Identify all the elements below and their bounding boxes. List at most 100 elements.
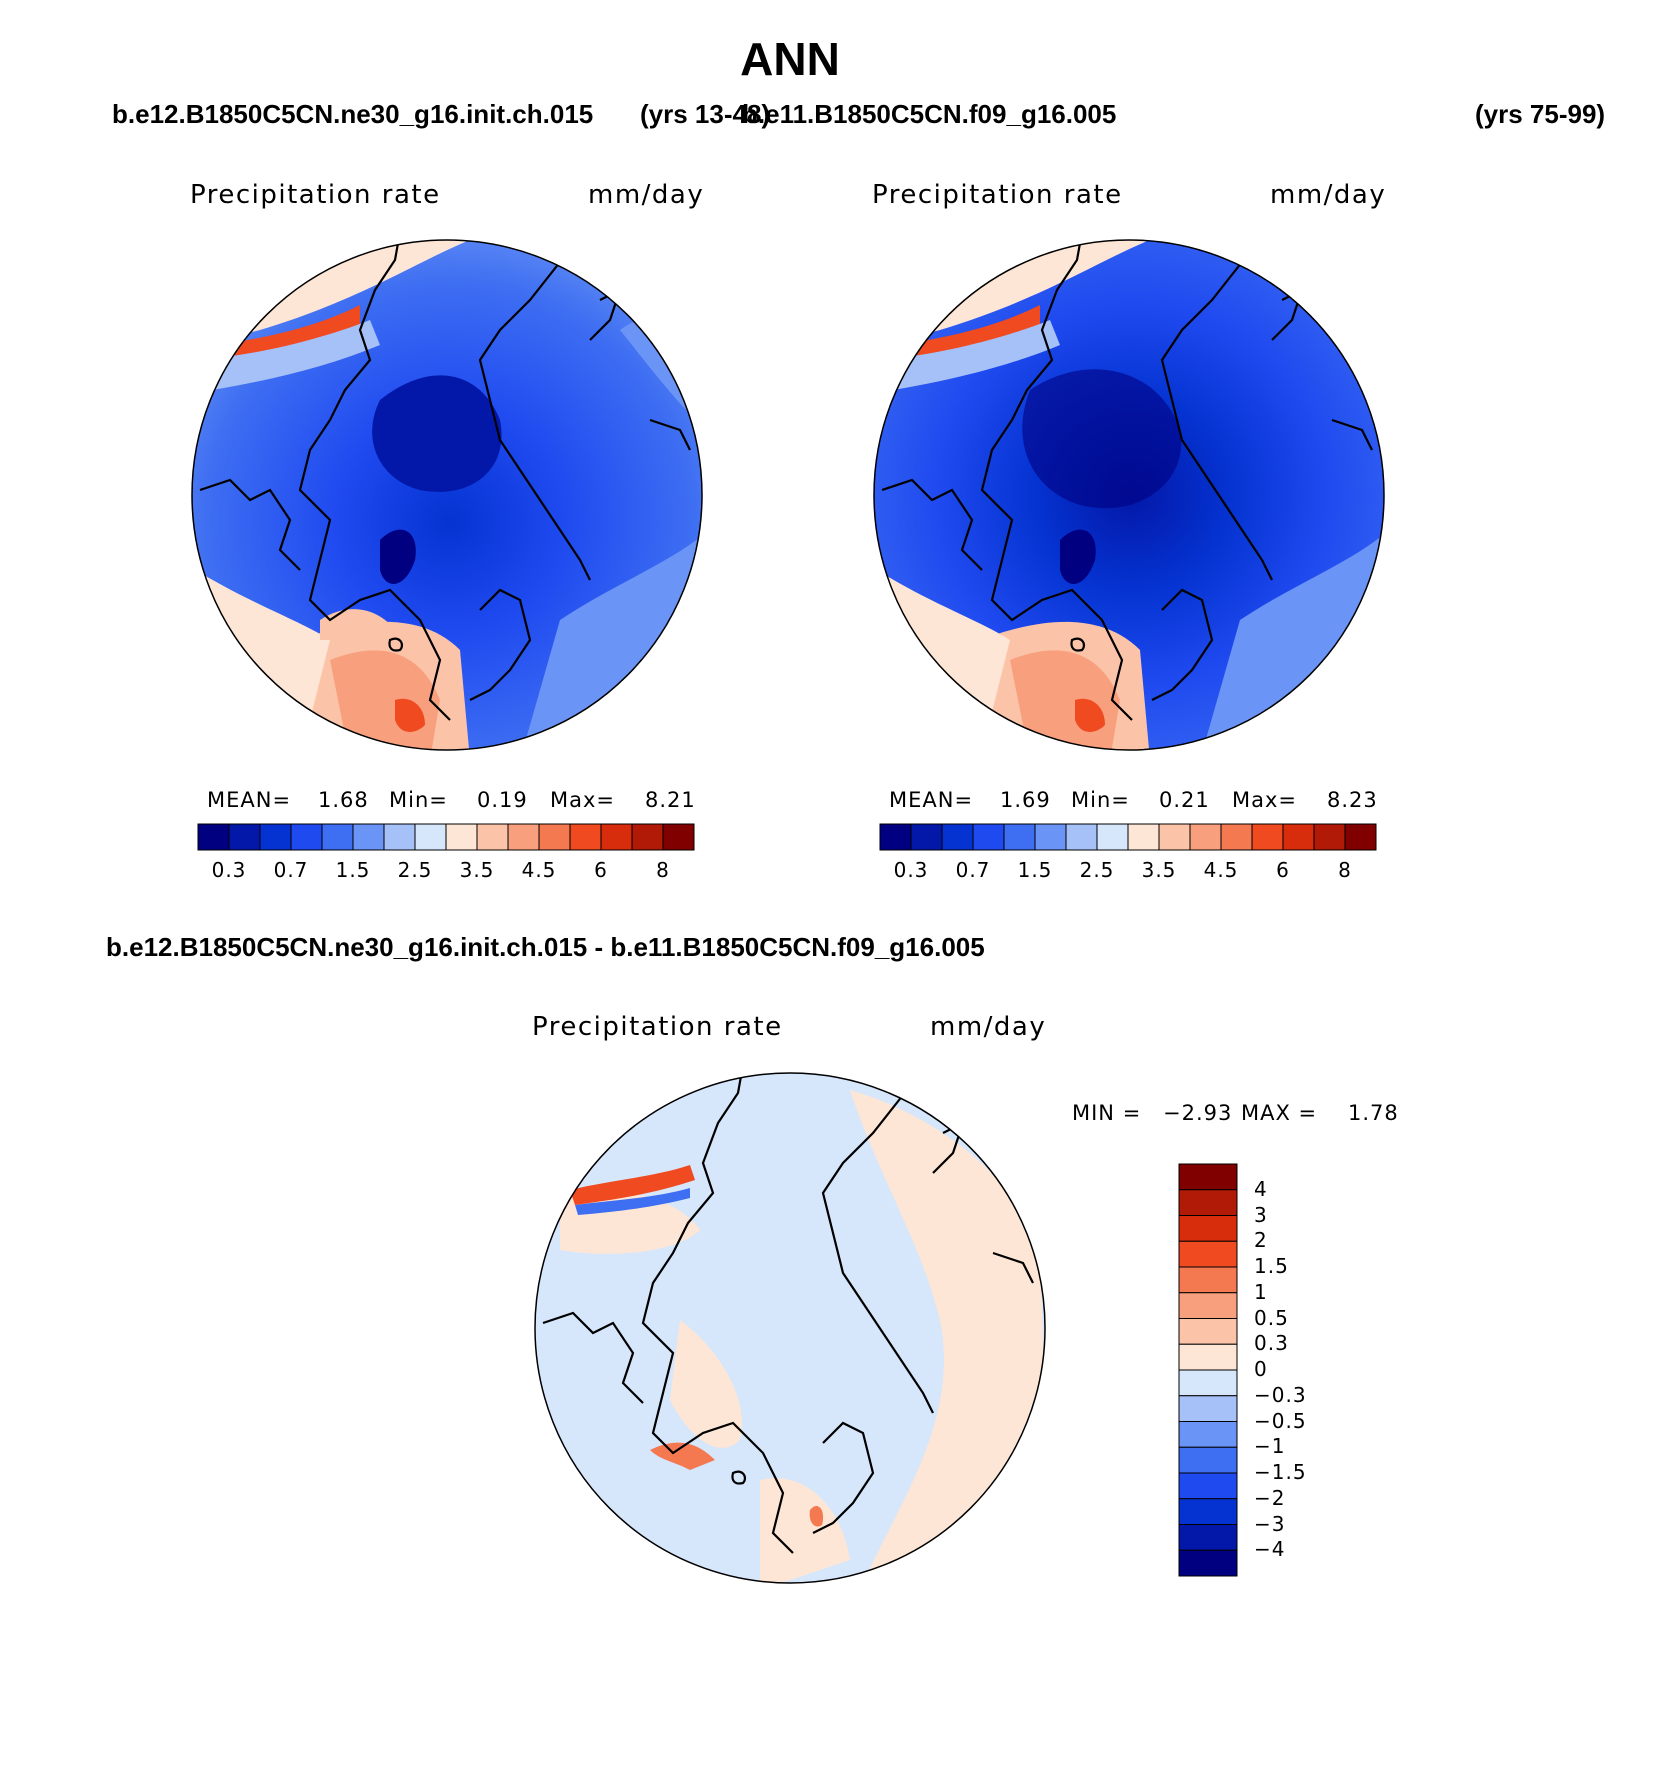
colorbar-tick-label: 6: [1276, 858, 1290, 882]
colorbar-swatch: [1178, 1292, 1238, 1319]
case-right-name: b.e11.B1850C5CN.f09_g16.005: [742, 99, 1117, 129]
colorbar-swatch: [259, 823, 292, 851]
panel3-min-value: −2.93: [1163, 1101, 1233, 1125]
colorbar-swatch: [1178, 1549, 1238, 1577]
colorbar-tick-label: 8: [1338, 858, 1352, 882]
colorbar-swatch: [1003, 823, 1036, 851]
colorbar-tick-label: 0.3: [893, 858, 929, 882]
colorbar-tick-label: 1: [1254, 1279, 1268, 1304]
colorbar-tick-label: 0.3: [1254, 1331, 1289, 1356]
panel1-units: mm/day: [588, 180, 705, 210]
colorbar-swatch: [1178, 1421, 1238, 1448]
panel1-min-label: Min=: [389, 788, 448, 812]
colorbar-swatch: [290, 823, 323, 851]
colorbar-tick-label: 4.5: [521, 858, 557, 882]
figure-title: ANN: [740, 33, 840, 85]
panel1-field: [192, 240, 702, 750]
colorbar-swatch: [600, 823, 633, 851]
colorbar-tick-label: −4: [1254, 1537, 1286, 1562]
panel2-variable: Precipitation rate: [872, 180, 1123, 210]
colorbar-tick-label: 0.5: [1254, 1305, 1289, 1330]
panel2-map-border: [873, 239, 1385, 751]
panel3-map-border: [534, 1072, 1046, 1584]
colorbar-swatch: [1178, 1446, 1238, 1474]
colorbar-tick-label: 2.5: [397, 858, 433, 882]
colorbar-tick-label: 0: [1254, 1357, 1268, 1381]
panel2-colorbar: [879, 823, 1377, 851]
colorbar-swatch: [662, 823, 695, 851]
colorbar-swatch: [445, 823, 478, 851]
panel1-min-value: 0.19: [477, 788, 528, 812]
colorbar-tick-label: 4.5: [1203, 858, 1239, 882]
panel2-max-value: 8.23: [1327, 788, 1378, 812]
panel3-colorbar: [1178, 1163, 1238, 1577]
colorbar-swatch: [941, 823, 974, 851]
case-left-years: (yrs 13-48): [640, 99, 771, 129]
panel1-max-value: 8.21: [645, 788, 696, 812]
panel1-max-label: Max=: [550, 788, 616, 812]
panel2-colorbar-ticks: 0.3 0.7 1.5 2.5 3.5 4.5 6 8: [0, 858, 1351, 882]
panel3-max-value: 1.78: [1348, 1101, 1399, 1125]
panel3-colorbar-ticks: 4 3 2 1.5 1 0.5 0.3 0 −0.3 −0.5 −1 −1.5 −2 −3 −4: [1254, 1164, 1306, 1562]
colorbar-swatch: [1178, 1472, 1238, 1500]
panel3-field: [535, 1073, 1045, 1583]
colorbar-swatch: [383, 823, 416, 851]
colorbar-swatch: [1178, 1498, 1238, 1525]
colorbar-tick-label: 3.5: [459, 858, 495, 882]
panel2-min-label: Min=: [1071, 788, 1130, 812]
diff-title: b.e12.B1850C5CN.ne30_g16.init.ch.015 - b…: [106, 932, 985, 962]
colorbar-swatch: [1065, 823, 1098, 851]
colorbar-tick-label: 8: [656, 858, 670, 882]
colorbar-swatch: [1178, 1343, 1238, 1371]
colorbar-swatch: [321, 823, 354, 851]
colorbar-tick-label: 1.5: [335, 858, 371, 882]
colorbar-tick-label: 2: [1254, 1228, 1268, 1253]
case-left-name: b.e12.B1850C5CN.ne30_g16.init.ch.015: [112, 99, 594, 129]
colorbar-swatch: [972, 823, 1005, 851]
colorbar-swatch: [569, 823, 602, 851]
colorbar-swatch: [507, 823, 540, 851]
colorbar-tick-label: −2: [1254, 1485, 1286, 1510]
colorbar-swatch: [1178, 1163, 1238, 1191]
colorbar-tick-label: 2.5: [1079, 858, 1115, 882]
colorbar-tick-label: 0.3: [211, 858, 247, 882]
panel1-variable: Precipitation rate: [190, 180, 441, 210]
colorbar-swatch: [1127, 823, 1160, 851]
panel2-max-label: Max=: [1232, 788, 1298, 812]
colorbar-swatch: [414, 823, 447, 851]
panel2-mean-label: MEAN=: [889, 788, 974, 812]
colorbar-swatch: [228, 823, 261, 851]
panel1-coastlines: [199, 240, 691, 721]
colorbar-swatch: [910, 823, 943, 851]
colorbar-tick-label: −1.5: [1254, 1460, 1307, 1484]
colorbar-swatch: [1096, 823, 1129, 851]
panel2-min-value: 0.21: [1159, 788, 1210, 812]
colorbar-swatch: [1313, 823, 1346, 851]
panel2-mean-value: 1.69: [1000, 788, 1051, 812]
colorbar-tick-label: 3.5: [1141, 858, 1177, 882]
colorbar-swatch: [1282, 823, 1315, 851]
panel3-coastlines: [542, 1073, 1034, 1554]
panel2-coastlines: [881, 240, 1373, 721]
case-right-years: (yrs 75-99): [1475, 99, 1606, 129]
colorbar-tick-label: −0.5: [1254, 1408, 1307, 1433]
colorbar-tick-label: 4: [1254, 1176, 1268, 1201]
colorbar-swatch: [1034, 823, 1067, 851]
colorbar-swatch: [1251, 823, 1284, 851]
colorbar-tick-label: 3: [1254, 1202, 1268, 1227]
colorbar-swatch: [352, 823, 385, 851]
colorbar-swatch: [1178, 1395, 1238, 1422]
colorbar-tick-label: −3: [1254, 1511, 1286, 1536]
colorbar-swatch: [1178, 1318, 1238, 1345]
panel1-mean-value: 1.68: [318, 788, 369, 812]
panel3-min-label: MIN =: [1072, 1101, 1142, 1125]
colorbar-tick-label: 1.5: [1254, 1254, 1289, 1278]
colorbar-tick-label: 0.7: [273, 858, 309, 882]
panel3-max-label: MAX =: [1241, 1101, 1318, 1125]
colorbar-swatch: [631, 823, 664, 851]
colorbar-swatch: [1158, 823, 1191, 851]
panel1-map-border: [191, 239, 703, 751]
